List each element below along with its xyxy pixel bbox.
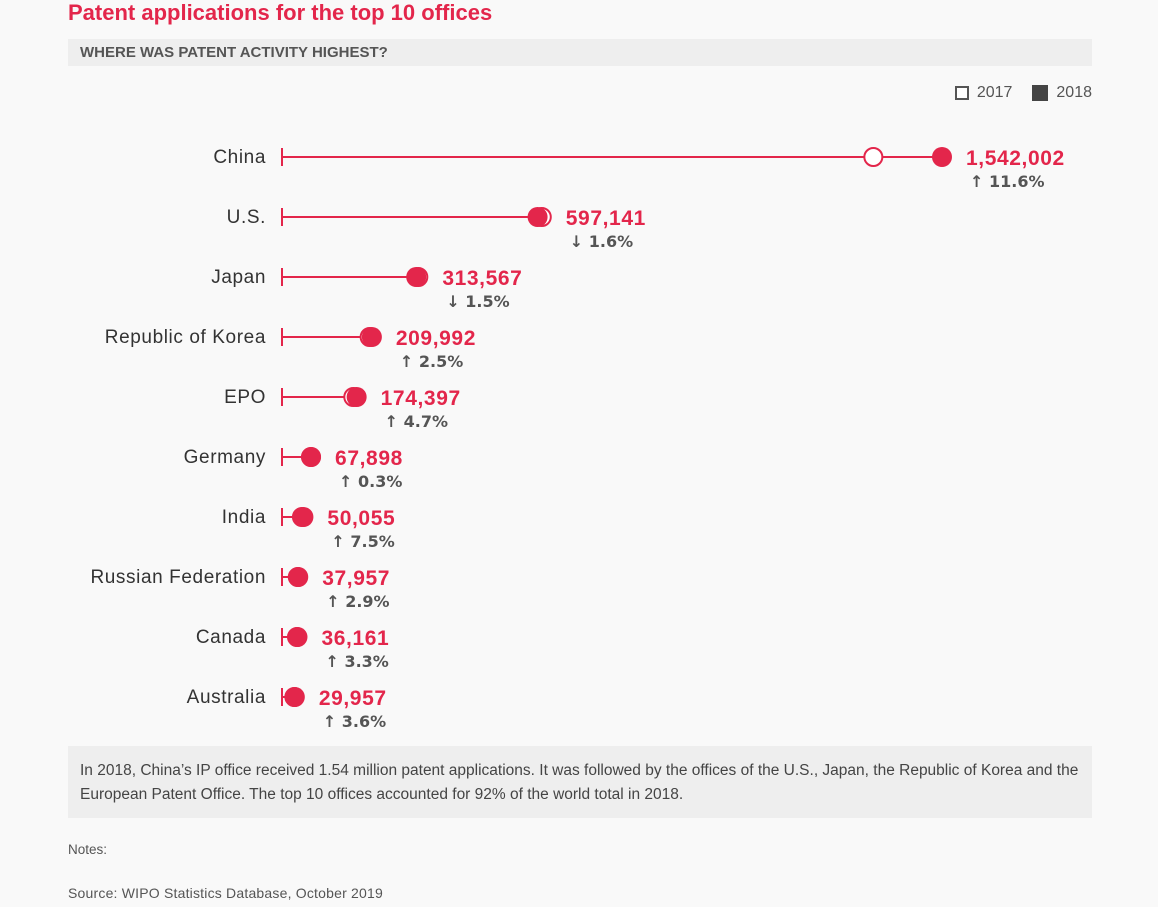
subtitle-bar: WHERE WAS PATENT ACTIVITY HIGHEST? (68, 39, 1092, 66)
change-label: ↑ 4.7% (385, 412, 448, 431)
dot-2018 (932, 147, 952, 167)
dot-2018 (527, 207, 548, 227)
category-label: Russian Federation (90, 567, 266, 588)
change-label: ↑ 11.6% (970, 172, 1044, 191)
change-label: ↑ 3.6% (323, 712, 386, 731)
value-label: 209,992 (396, 327, 476, 350)
change-label: ↑ 0.3% (339, 472, 402, 491)
dot-2018 (301, 447, 322, 467)
value-label: 67,898 (335, 447, 403, 470)
dot-2018 (406, 267, 427, 287)
category-label: EPO (224, 387, 266, 408)
legend-label-2018: 2018 (1056, 84, 1092, 101)
summary-text: In 2018, China’s IP office received 1.54… (80, 762, 1079, 803)
category-label: Japan (211, 267, 266, 288)
legend-swatch-2017 (954, 86, 969, 100)
value-label: 29,957 (319, 687, 387, 710)
category-label: Canada (196, 627, 266, 648)
value-label: 50,055 (327, 507, 395, 530)
change-label: ↑ 7.5% (331, 532, 394, 551)
dot-2018 (284, 687, 305, 707)
change-label: ↓ 1.6% (570, 232, 633, 251)
chart-subtitle: WHERE WAS PATENT ACTIVITY HIGHEST? (80, 44, 388, 61)
category-label: Germany (184, 447, 266, 468)
change-label: ↑ 2.5% (400, 352, 463, 371)
value-label: 36,161 (321, 627, 389, 650)
dot-2018 (361, 327, 382, 347)
legend-label-2017: 2017 (976, 84, 1013, 101)
dot-chart: China 1,542,002 ↑ 11.6% U.S. 597,141 ↓ 1.6% Ja… (90, 147, 1065, 731)
notes-label: Notes: (68, 842, 108, 857)
change-label: ↑ 3.3% (325, 652, 388, 671)
category-label: Republic of Korea (105, 327, 266, 348)
value-label: 1,542,002 (966, 147, 1065, 170)
value-label: 174,397 (381, 387, 461, 410)
value-label: 313,567 (442, 267, 522, 290)
category-label: India (222, 507, 266, 528)
value-label: 37,957 (322, 567, 390, 590)
change-label: ↓ 1.5% (446, 292, 509, 311)
dot-2018 (346, 387, 367, 407)
legend-swatch-2018 (1032, 85, 1049, 101)
category-label: U.S. (227, 207, 266, 228)
dot-2017 (863, 147, 884, 167)
summary-box: In 2018, China’s IP office received 1.54… (68, 746, 1092, 818)
chart-title: Patent applications for the top 10 offic… (68, 0, 493, 25)
legend: 2017 2018 (954, 84, 1092, 102)
category-label: Australia (187, 687, 266, 708)
category-label: China (213, 147, 266, 168)
value-label: 597,141 (566, 207, 646, 230)
source-text: Source: WIPO Statistics Database, Octobe… (68, 885, 384, 901)
change-label: ↑ 2.9% (326, 592, 389, 611)
dot-2018 (287, 627, 308, 647)
dot-2018 (293, 507, 314, 527)
dot-2018 (288, 567, 309, 587)
